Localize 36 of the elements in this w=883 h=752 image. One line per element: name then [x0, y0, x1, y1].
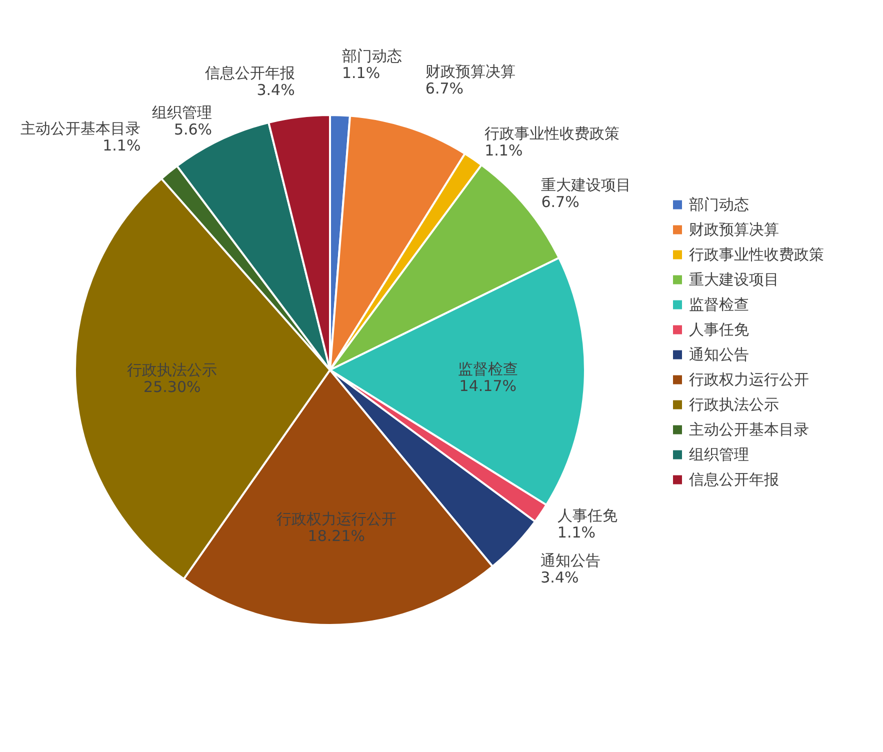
slice-label: 财政预算决算: [425, 62, 516, 80]
legend-label: 组织管理: [689, 446, 749, 464]
legend-label: 重大建设项目: [689, 270, 779, 289]
slice-label: 监督检查: [458, 360, 518, 378]
slice-label: 重大建设项目: [541, 176, 632, 194]
slice-label: 部门动态: [342, 47, 402, 66]
legend-label: 信息公开年报: [689, 470, 779, 489]
slice-label: 主动公开基本目录: [20, 119, 141, 138]
slice-label: 组织管理: [152, 104, 212, 122]
legend-label: 人事任免: [689, 320, 749, 339]
legend-label: 部门动态: [689, 196, 749, 214]
legend-label: 监督检查: [689, 296, 749, 314]
slice-label: 行政事业性收费政策: [484, 124, 620, 143]
data-label: 1.1%: [102, 136, 141, 154]
legend-label: 通知公告: [689, 346, 749, 364]
legend-label: 行政事业性收费政策: [689, 246, 824, 264]
slice-label: 信息公开年报: [204, 64, 295, 82]
data-label: 5.6%: [174, 120, 212, 139]
data-label: 3.4%: [540, 568, 579, 586]
legend-label: 财政预算决算: [689, 220, 779, 239]
data-label: 3.4%: [256, 81, 295, 100]
data-label: 14.17%: [459, 377, 516, 396]
legend-label: 主动公开基本目录: [689, 420, 809, 439]
data-label: 1.1%: [484, 142, 523, 160]
data-label: 6.7%: [541, 192, 580, 211]
data-label: 18.21%: [308, 526, 365, 545]
data-label: 1.1%: [557, 524, 596, 542]
legend-label: 行政权力运行公开: [689, 370, 809, 389]
data-label: 6.7%: [425, 79, 464, 98]
data-label: 1.1%: [342, 64, 380, 82]
data-label: 25.30%: [144, 378, 201, 396]
slice-label: 人事任免: [557, 506, 618, 525]
legend-label: 行政执法公示: [689, 396, 779, 414]
slice-label: 行政执法公示: [127, 360, 218, 379]
slice-label: 行政权力运行公开: [276, 510, 396, 528]
slice-label: 通知公告: [540, 551, 601, 570]
